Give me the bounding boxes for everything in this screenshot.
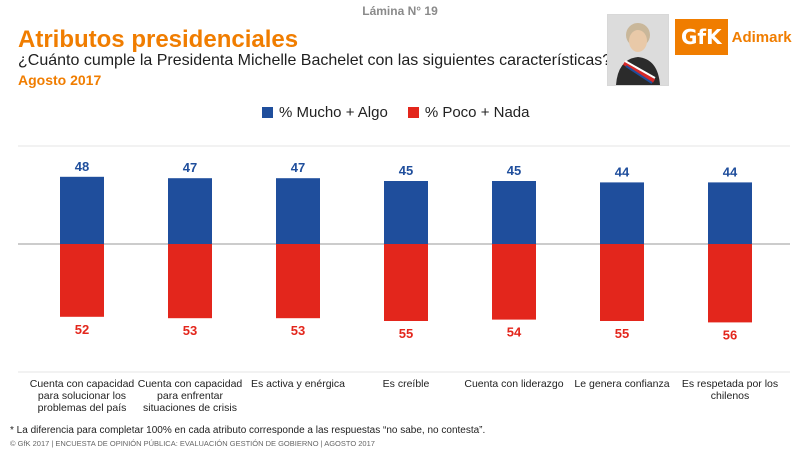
- bar-poco-nada: [276, 244, 320, 319]
- bar-poco-nada: [600, 244, 644, 321]
- data-label-mucho-algo: 48: [75, 159, 89, 174]
- survey-date: Agosto 2017: [18, 72, 102, 88]
- bar-poco-nada: [60, 244, 104, 317]
- data-label-poco-nada: 54: [507, 325, 522, 340]
- data-label-mucho-algo: 44: [723, 164, 738, 179]
- category-label: Le genera confianza: [574, 378, 670, 390]
- data-label-poco-nada: 55: [615, 326, 629, 341]
- category-label: Cuenta con liderazgo: [464, 378, 564, 390]
- bar-mucho-algo: [384, 181, 428, 244]
- bar-mucho-algo: [600, 182, 644, 244]
- data-label-poco-nada: 53: [183, 323, 197, 338]
- bar-mucho-algo: [492, 181, 536, 244]
- category-label: Cuenta con capacidad para enfrentar situ…: [137, 378, 243, 414]
- bar-mucho-algo: [276, 178, 320, 244]
- data-label-poco-nada: 55: [399, 326, 413, 341]
- copyright: © GfK 2017 | ENCUESTA DE OPINIÓN PÚBLICA…: [10, 439, 375, 448]
- gfk-adimark-logo: GfK Adimark: [675, 16, 792, 58]
- bar-mucho-algo: [60, 176, 104, 244]
- legend-label-mucho-algo: % Mucho + Algo: [279, 104, 388, 121]
- logo-name: Adimark: [731, 28, 792, 46]
- legend-item-poco-nada: % Poco + Nada: [407, 104, 530, 121]
- legend-item-mucho-algo: % Mucho + Algo: [262, 104, 388, 121]
- category-label: Es activa y enérgica: [251, 378, 345, 390]
- legend-label-poco-nada: % Poco + Nada: [424, 104, 530, 121]
- bar-mucho-algo: [708, 182, 752, 244]
- survey-question: ¿Cuánto cumple la Presidenta Michelle Ba…: [18, 52, 612, 69]
- footnote: * La diferencia para completar 100% en c…: [10, 425, 486, 436]
- bar-mucho-algo: [168, 178, 212, 244]
- page-title: Atributos presidenciales: [18, 26, 299, 53]
- data-label-poco-nada: 52: [75, 322, 89, 337]
- president-photo: [607, 14, 669, 86]
- bar-poco-nada: [168, 244, 212, 319]
- data-label-mucho-algo: 45: [399, 163, 413, 178]
- logo-brand: GfK: [675, 19, 728, 55]
- data-label-mucho-algo: 44: [615, 164, 630, 179]
- bar-poco-nada: [492, 244, 536, 320]
- data-label-poco-nada: 56: [723, 327, 737, 342]
- data-label-mucho-algo: 47: [183, 160, 197, 175]
- category-label: Cuenta con capacidad para solucionar los…: [29, 378, 135, 414]
- data-label-poco-nada: 53: [291, 323, 305, 338]
- legend-swatch-red: [407, 107, 419, 118]
- legend-swatch-blue: [262, 107, 273, 118]
- data-label-mucho-algo: 47: [291, 160, 305, 175]
- bar-poco-nada: [708, 244, 752, 323]
- chart-legend: % Mucho + Algo % Poco + Nada: [262, 104, 549, 121]
- data-label-mucho-algo: 45: [507, 163, 521, 178]
- slide-number: Lámina N° 19: [362, 4, 438, 18]
- category-label: Es creíble: [382, 378, 430, 390]
- bar-poco-nada: [384, 244, 428, 321]
- category-label: Es respetada por los chilenos: [681, 378, 779, 402]
